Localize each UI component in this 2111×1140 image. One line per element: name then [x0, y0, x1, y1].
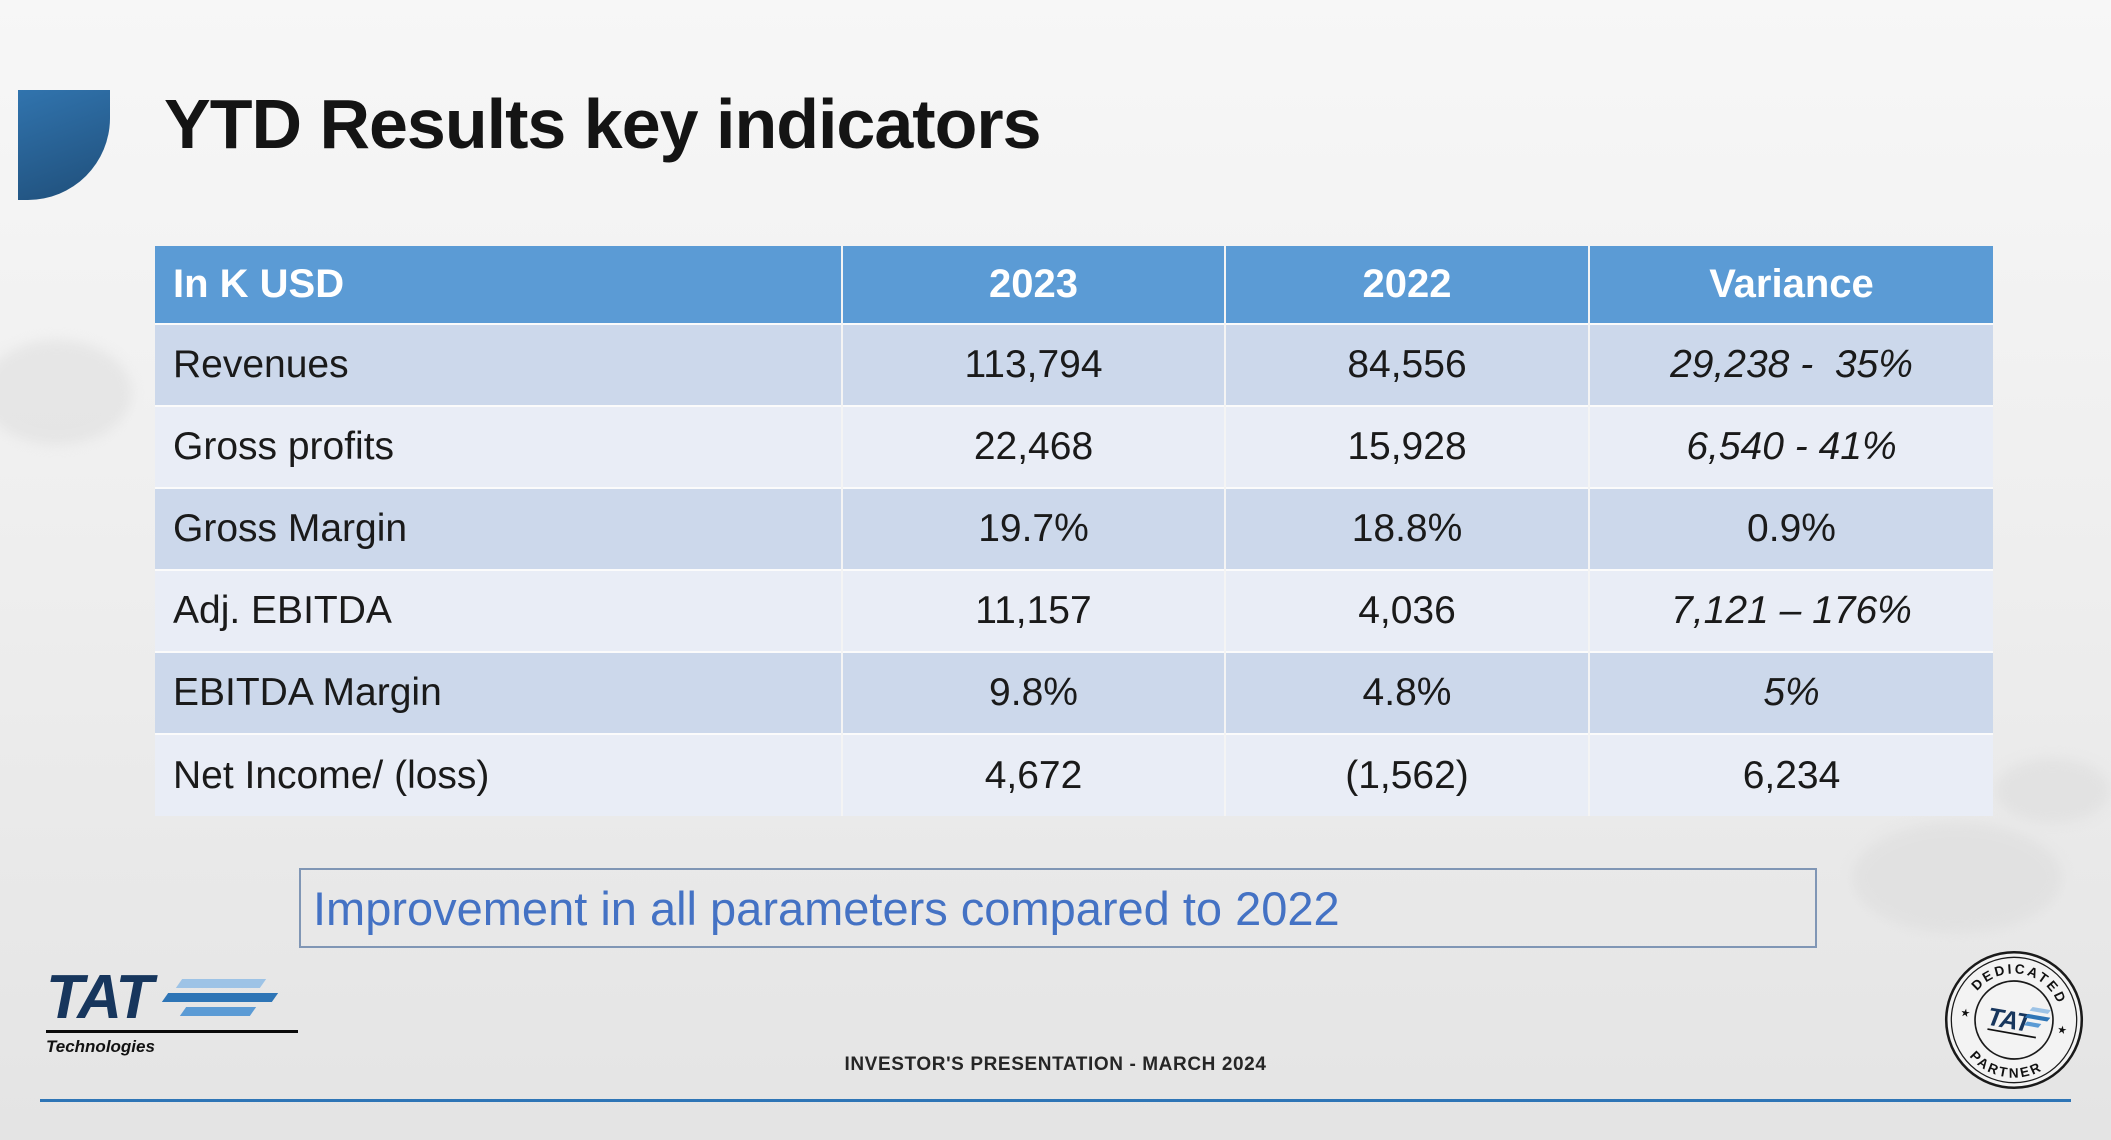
tat-logo-subtitle: Technologies: [46, 1036, 155, 1056]
dedicated-partner-badge: DEDICATED PARTNER ★ ★ TAT: [1944, 950, 2084, 1090]
value-2022: 4.8%: [1225, 651, 1590, 734]
row-label: EBITDA Margin: [155, 651, 843, 734]
table-row-ebitda-margin: EBITDA Margin 9.8% 4.8% 5%: [155, 651, 1993, 734]
page-title: YTD Results key indicators: [164, 85, 1042, 163]
badge-star-left-icon: ★: [1959, 1007, 1971, 1021]
value-variance: 7,121 – 176%: [1589, 569, 1993, 652]
header-in-k-usd: In K USD: [155, 246, 843, 324]
header-variance: Variance: [1589, 246, 1993, 324]
row-label: Adj. EBITDA: [155, 569, 843, 652]
row-label: Net Income/ (loss): [155, 733, 843, 816]
badge-inner-ring: [1974, 980, 2054, 1060]
value-2023: 9.8%: [842, 651, 1226, 734]
value-2022: (1,562): [1225, 733, 1590, 816]
map-watermark-blob: [1852, 822, 2062, 932]
value-2023: 4,672: [842, 733, 1226, 816]
footer-caption: INVESTOR'S PRESENTATION - MARCH 2024: [844, 1054, 1267, 1075]
value-2022: 15,928: [1225, 405, 1590, 488]
table-row-net-income: Net Income/ (loss) 4,672 (1,562) 6,234: [155, 733, 1993, 816]
callout-box: Improvement in all parameters compared t…: [299, 868, 1817, 948]
tat-logo-rule: [46, 1029, 298, 1033]
table-row-adj-ebitda: Adj. EBITDA 11,157 4,036 7,121 – 176%: [155, 569, 1993, 652]
value-2022: 18.8%: [1225, 487, 1590, 570]
badge-star-right-icon: ★: [2056, 1024, 2068, 1038]
value-2022: 4,036: [1225, 569, 1590, 652]
tat-logo-row: TAT: [46, 963, 306, 1032]
header-2023: 2023: [842, 246, 1226, 324]
value-variance: 5%: [1589, 651, 1993, 734]
value-2023: 11,157: [842, 569, 1226, 652]
badge-middle-ring: [1950, 956, 2078, 1084]
value-2022: 84,556: [1225, 323, 1590, 406]
table-row-gross-profits: Gross profits 22,468 15,928 6,540 - 41%: [155, 405, 1993, 488]
tat-logo-wordmark: TAT: [46, 963, 153, 1032]
value-variance: 6,540 - 41%: [1589, 405, 1993, 488]
row-label: Gross Margin: [155, 487, 843, 570]
value-2023: 19.7%: [842, 487, 1226, 570]
table-header-row: In K USD 2023 2022 Variance: [155, 246, 1993, 324]
value-variance: 29,238 - 35%: [1589, 323, 1993, 406]
value-variance: 6,234: [1589, 733, 1993, 816]
badge-outer-ring: [1944, 950, 2084, 1090]
value-2023: 22,468: [842, 405, 1226, 488]
map-watermark-blob: [0, 340, 132, 445]
tat-logo-stripes-icon: [159, 977, 283, 1025]
header-2022: 2022: [1225, 246, 1590, 324]
map-watermark-blob: [1995, 758, 2110, 823]
results-table: In K USD 2023 2022 Variance Revenues 113…: [155, 246, 1993, 816]
row-label: Revenues: [155, 323, 843, 406]
badge-brand-underline: [1987, 1028, 2036, 1039]
callout-text: Improvement in all parameters compared t…: [313, 881, 1340, 935]
footer-divider-line: [40, 1099, 2071, 1102]
table-row-gross-margin: Gross Margin 19.7% 18.8% 0.9%: [155, 487, 1993, 570]
row-label: Gross profits: [155, 405, 843, 488]
value-variance: 0.9%: [1589, 487, 1993, 570]
tat-logo: TAT Technologies: [46, 963, 306, 1057]
value-2023: 113,794: [842, 323, 1226, 406]
badge-stripes-icon: [2024, 1006, 2051, 1028]
table-row-revenues: Revenues 113,794 84,556 29,238 - 35%: [155, 323, 1993, 406]
corner-accent-shape: [18, 90, 110, 200]
